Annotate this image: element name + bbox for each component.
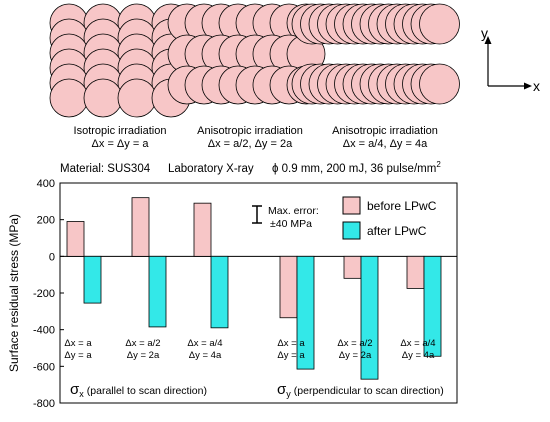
irradiation-spot [49,78,89,118]
y-axis-icon-label: y [481,25,488,41]
category-label-line1: Δx = a/2 [337,338,372,349]
legend-swatch-after [342,221,361,240]
sigma-x-label: σx (parallel to scan direction) [70,381,207,399]
x-axis-icon-label: x [533,78,540,94]
error-note-line1: Max. error: [268,205,319,217]
category-label-line2: Δy = a [64,350,92,361]
category-label-line1: Δx = a/4 [400,338,435,349]
y-tick-label: 200 [37,215,55,227]
category-label-line1: Δx = a [64,338,92,349]
plot-frame [59,182,458,404]
legend: before LPwC after LPwC [342,196,437,240]
schematic-caption-3-line2: Δx = a/4, Δy = 4a [343,138,428,150]
error-note: Max. error: ±40 MPa [252,205,319,230]
bar-before-3 [193,202,212,257]
y-tick-label: -200 [33,288,55,300]
bar-before-2 [131,197,150,257]
irradiation-spot [419,3,460,45]
bar-before-1 [66,221,85,257]
category-label-line1: Δx = a [277,338,305,349]
schematic-anisotropic-4 [291,3,460,105]
schematic-caption-3-line1: Anisotropic irradiation [332,125,438,137]
y-tick-label: -400 [33,325,55,337]
bar-after-6 [423,255,442,357]
bar-before-6 [406,255,425,289]
bar-after-4 [296,255,315,370]
y-tick-label: -600 [33,361,55,373]
y-axis-label: Surface residual stress (MPa) [7,214,21,372]
y-tick-label: 400 [37,178,55,190]
xray-source-label: Laboratory X-ray [168,163,254,175]
category-label-line2: Δy = 4a [189,350,222,361]
bars [66,197,442,380]
category-label-line1: Δx = a/2 [125,338,160,349]
category-label-line2: Δy = a [277,350,305,361]
error-note-line2: ±40 MPa [270,218,312,230]
schematic-caption-2-line1: Anisotropic irradiation [197,125,303,137]
bar-after-2 [148,255,167,328]
category-label-line2: Δy = 2a [127,350,160,361]
y-tick-label: -800 [33,398,55,410]
category-label-line1: Δx = a/4 [187,338,222,349]
irradiation-spot [83,78,123,118]
xy-axes-icon: y x [481,25,540,94]
y-tick-label: 0 [49,251,55,263]
schematic-caption-1-line1: Isotropic irradiation [74,125,167,137]
schematic-caption-2-line2: Δx = a/2, Δy = 2a [208,138,293,150]
irradiation-spot [419,63,460,105]
material-label: Material: SUS304 [60,163,151,175]
sigma-y-label: σy (perpendicular to scan direction) [277,381,444,399]
legend-label-before: before LPwC [367,199,437,213]
category-label-line2: Δy = 4a [402,350,435,361]
bar-before-5 [343,255,362,279]
irradiation-spot [117,78,157,118]
y-ticks: 400 200 0 -200 -400 -600 -800 [33,178,64,410]
bar-after-1 [83,255,102,304]
legend-swatch-before [342,196,361,215]
legend-label-after: after LPwC [367,224,427,238]
laser-params-label: ϕ 0.9 mm, 200 mJ, 36 pulse/mm2 [272,160,441,175]
bar-before-4 [279,255,298,319]
category-label-line2: Δy = 2a [339,350,372,361]
bar-after-5 [360,255,379,380]
bar-after-3 [210,255,229,329]
schematic-caption-1-line2: Δx = Δy = a [92,138,150,150]
